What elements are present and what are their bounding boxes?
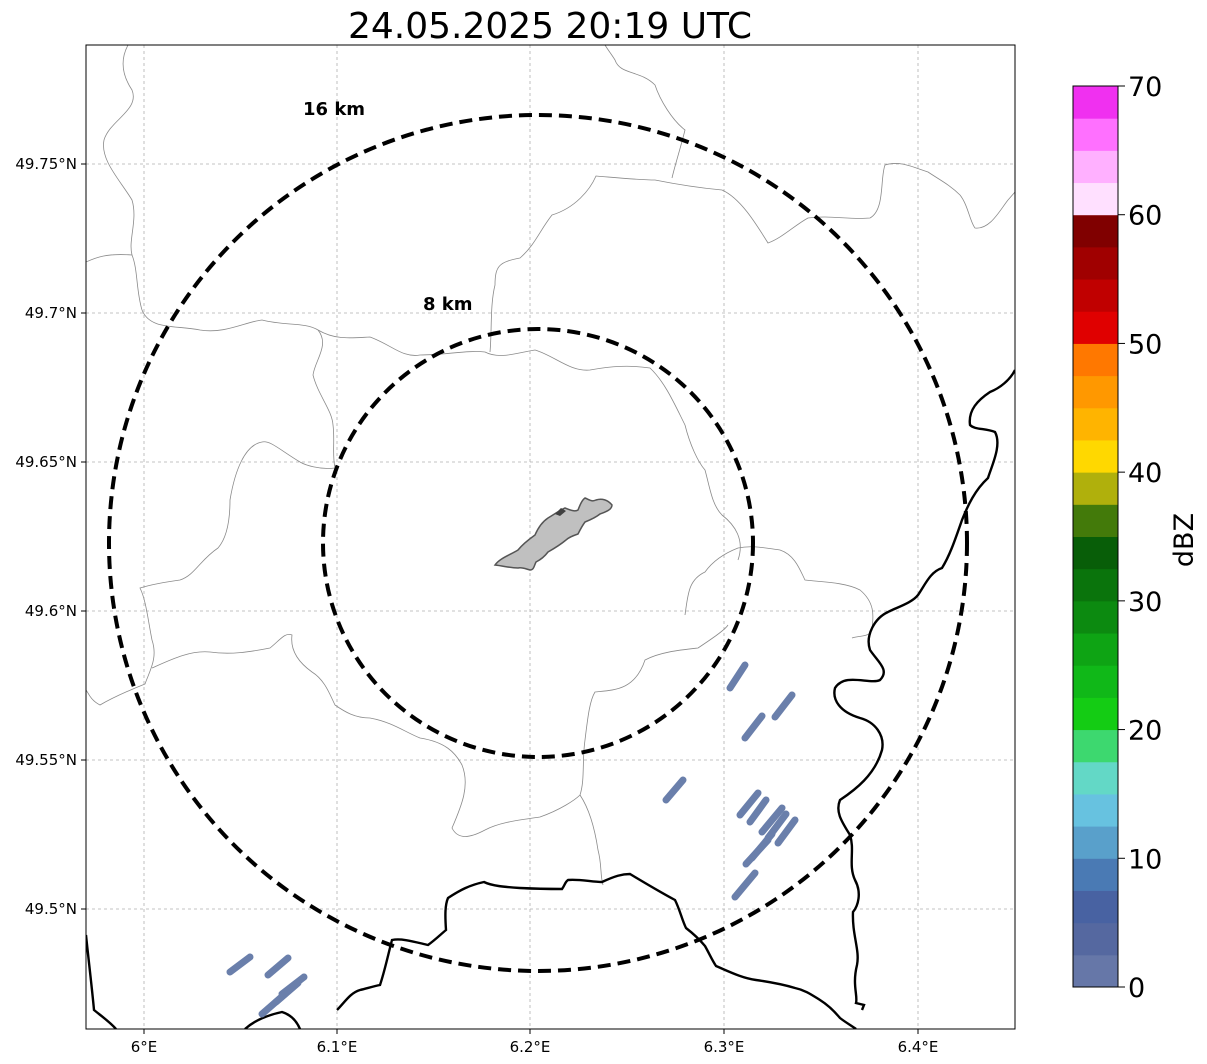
colorbar-tick-label: 50 [1128, 329, 1162, 360]
colorbar-tick-label: 10 [1128, 844, 1162, 875]
x-tick-label: 6°E [131, 1038, 158, 1056]
colorbar-swatch [1073, 954, 1118, 988]
y-tick-label: 49.6°N [25, 602, 77, 620]
colorbar-swatch [1073, 922, 1118, 956]
colorbar-swatch [1073, 439, 1118, 473]
commune-boundaries [86, 45, 1015, 886]
national-borders [86, 369, 1015, 1029]
colorbar-swatch [1073, 86, 1118, 119]
colorbar-swatch [1073, 472, 1118, 505]
colorbar-swatch [1073, 150, 1118, 184]
colorbar-swatch [1073, 793, 1118, 827]
colorbar-swatch [1073, 729, 1118, 763]
range-ring-16km-label: 16 km [303, 99, 365, 120]
colorbar-swatch [1073, 246, 1118, 280]
graticule [86, 45, 1015, 1029]
colorbar-frame [1072, 85, 1119, 988]
colorbar-swatch [1073, 182, 1118, 216]
x-tick-label: 6.1°E [317, 1038, 358, 1056]
colorbar-swatch [1073, 343, 1118, 377]
colorbar-tick-label: 40 [1128, 458, 1162, 489]
colorbar-tick-label: 0 [1128, 973, 1145, 1004]
colorbar-swatch [1073, 761, 1118, 795]
city-core [555, 508, 566, 516]
colorbar-swatches [1073, 86, 1118, 988]
x-tick-label: 6.2°E [510, 1038, 551, 1056]
x-tick-label: 6.3°E [704, 1038, 745, 1056]
colorbar-swatch [1073, 826, 1118, 859]
colorbar-tick-label: 30 [1128, 587, 1162, 618]
range-ring-8km [321, 327, 755, 759]
radar-echoes [226, 661, 799, 1018]
colorbar-swatch [1073, 600, 1118, 634]
map-panel: 16 km 8 km 6°E 6.1°E 6.2°E 6.3°E 6.4°E 4… [15, 44, 1016, 1056]
range-ring-16km [107, 113, 969, 973]
colorbar-swatch [1073, 858, 1118, 891]
colorbar-swatch [1073, 375, 1118, 409]
colorbar-swatch [1073, 536, 1118, 570]
colorbar-swatch [1073, 279, 1118, 312]
y-tick-label: 49.7°N [25, 304, 77, 322]
colorbar-swatch [1073, 568, 1118, 602]
map-frame [85, 44, 1016, 1030]
map-title: 24.05.2025 20:19 UTC [348, 6, 752, 47]
colorbar-ticks: 0 10 20 30 40 50 60 70 [1118, 72, 1162, 1004]
colorbar-swatch [1073, 504, 1118, 537]
colorbar-swatch [1073, 890, 1118, 924]
y-tick-label: 49.5°N [25, 900, 77, 918]
y-tick-label: 49.65°N [15, 453, 77, 471]
colorbar-swatch [1073, 214, 1118, 248]
colorbar-label: dBZ [1169, 513, 1200, 567]
colorbar-swatch [1073, 697, 1118, 731]
x-axis: 6°E 6.1°E 6.2°E 6.3°E 6.4°E [131, 1029, 939, 1056]
colorbar-tick-label: 70 [1128, 72, 1162, 103]
colorbar-swatch [1073, 407, 1118, 441]
colorbar-swatch [1073, 118, 1118, 151]
colorbar-tick-label: 60 [1128, 201, 1162, 232]
y-tick-label: 49.55°N [15, 751, 77, 769]
colorbar-swatch [1073, 633, 1118, 666]
y-tick-label: 49.75°N [15, 155, 77, 173]
city-area [493, 497, 613, 571]
colorbar: 0 10 20 30 40 50 60 70 dBZ [1072, 72, 1200, 1004]
y-axis: 49.75°N 49.7°N 49.65°N 49.6°N 49.55°N 49… [15, 155, 86, 918]
x-tick-label: 6.4°E [898, 1038, 939, 1056]
range-ring-8km-label: 8 km [423, 294, 473, 315]
colorbar-swatch [1073, 311, 1118, 344]
colorbar-swatch [1073, 665, 1118, 698]
colorbar-tick-label: 20 [1128, 716, 1162, 747]
